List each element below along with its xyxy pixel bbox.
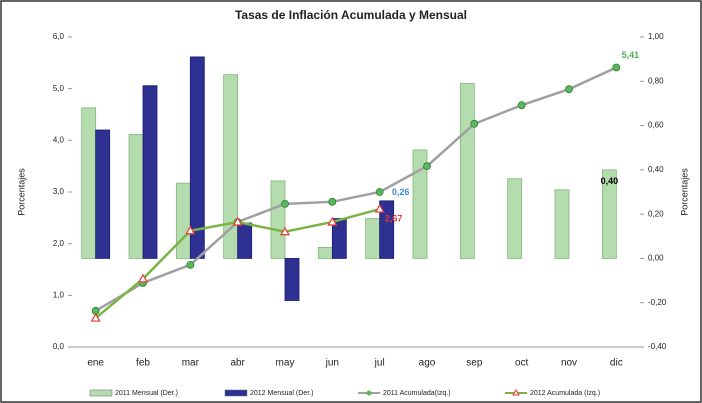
bar	[554, 189, 570, 259]
x-tick-label: may	[276, 358, 295, 369]
marker	[375, 188, 384, 196]
bar	[284, 258, 300, 301]
line	[95, 66, 617, 312]
bar	[142, 85, 158, 259]
legend-swatch	[89, 389, 113, 397]
x-tick-label: abr	[230, 358, 245, 369]
y-tick-label: 2,0	[53, 239, 65, 248]
bar	[81, 107, 97, 259]
bar	[223, 74, 239, 259]
y2-tick-label: -0,20	[648, 298, 667, 307]
chart-title: Tasas de Inflación Acumulada y Mensual	[235, 8, 467, 22]
x-tick-label: mar	[182, 358, 200, 369]
legend-label: 2012 Mensual (Der.)	[250, 390, 313, 397]
data-label: 0,26	[392, 187, 410, 197]
x-tick-label: dic	[610, 358, 623, 369]
marker	[612, 63, 621, 72]
marker	[232, 216, 243, 226]
marker	[374, 203, 385, 213]
marker	[137, 273, 149, 283]
bar	[507, 178, 523, 259]
y-tick-label: 0,0	[53, 342, 65, 351]
data-label: 2,67	[385, 213, 403, 223]
bar	[270, 180, 286, 259]
y-tick-label: 5,0	[53, 84, 65, 93]
y2-tick-label: 0,60	[648, 121, 664, 130]
x-tick-label: oct	[515, 358, 529, 369]
y-tick-label: 4,0	[53, 135, 65, 144]
legend-marker	[366, 390, 372, 396]
marker	[186, 260, 195, 269]
data-label: 5,41	[622, 50, 640, 60]
y2-tick-label: -0,40	[648, 342, 667, 351]
x-tick-label: sep	[466, 358, 483, 369]
marker	[565, 85, 573, 94]
x-tick-label: nov	[561, 358, 577, 369]
bar	[95, 129, 111, 259]
marker	[328, 197, 337, 206]
bar	[317, 246, 333, 259]
bar	[365, 218, 381, 259]
y2-tick-label: 0,20	[648, 209, 664, 218]
legend-swatch	[224, 389, 248, 397]
bar	[237, 222, 253, 259]
x-tick-label: ago	[419, 358, 436, 369]
bar	[175, 182, 191, 259]
y2-axis-title: Porcentajes	[679, 168, 689, 216]
legend-label: 2011 Mensual (Der.)	[115, 390, 178, 397]
bar	[412, 149, 428, 259]
legend-label: 2011 Acumulada(Izq.)	[383, 390, 451, 397]
marker	[279, 226, 291, 236]
bar	[128, 134, 144, 259]
bar	[601, 169, 617, 259]
marker	[185, 225, 196, 235]
y-tick-label: 3,0	[53, 187, 65, 196]
marker	[423, 162, 431, 171]
marker	[281, 199, 289, 208]
bar	[331, 218, 347, 259]
y-axis-title: Porcentajes	[16, 168, 26, 216]
legend-marker	[512, 389, 520, 396]
legend-label: 2012 Acumulada (Izq.)	[530, 390, 600, 397]
bar	[379, 200, 395, 259]
y2-tick-label: 0,40	[648, 165, 664, 174]
x-tick-label: ene	[87, 358, 104, 369]
bar	[459, 83, 475, 259]
x-tick-label: jun	[325, 358, 339, 369]
y2-tick-label: 1,00	[648, 32, 664, 41]
y2-tick-label: 0,00	[648, 254, 664, 263]
x-tick-label: feb	[136, 358, 150, 369]
y-tick-label: 6,0	[53, 32, 65, 41]
x-tick-label: jul	[374, 358, 385, 369]
marker	[517, 101, 526, 110]
marker	[470, 119, 479, 128]
y-tick-label: 1,0	[53, 290, 65, 299]
marker	[327, 216, 338, 226]
data-label: 0,40	[601, 176, 619, 186]
y2-tick-label: 0,80	[648, 76, 664, 85]
marker	[90, 312, 101, 322]
